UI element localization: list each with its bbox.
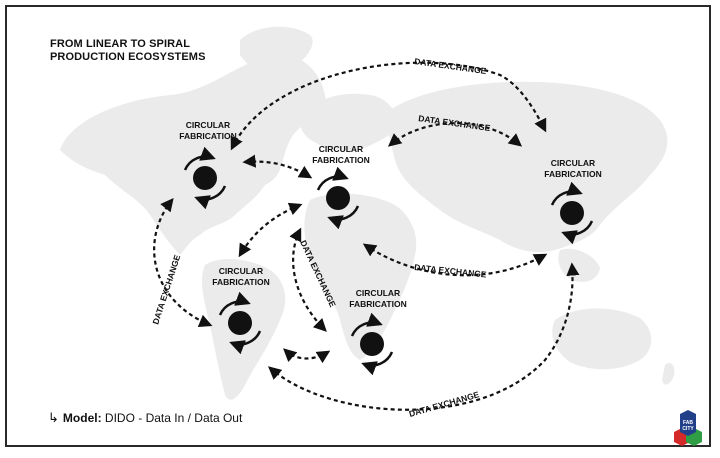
arc-top [230, 61, 547, 151]
node-label-line1: CIRCULAR [318, 144, 364, 154]
arc-europe-asia [387, 122, 523, 147]
arc-na-europe [242, 154, 313, 179]
edge-label-top: DATA EXCHANGE [414, 56, 488, 76]
arc-southamerica-africa [283, 348, 331, 364]
southeast-asia-landmass [558, 248, 600, 282]
node-label-line1: CIRCULAR [355, 288, 401, 298]
diagram-title: FROM LINEAR TO SPIRAL PRODUCTION ECOSYST… [50, 38, 206, 64]
title-line-2: PRODUCTION ECOSYSTEMS [50, 51, 206, 63]
arc-europe-southamerica [238, 202, 303, 258]
node-label-south-america: CIRCULAR FABRICATION [196, 266, 286, 288]
node-label-line2: FABRICATION [544, 169, 602, 179]
node-asia-icon [550, 181, 594, 245]
model-prefix: Model: [62, 411, 102, 425]
edge-label-bottom: DATA EXCHANGE [408, 389, 481, 419]
node-label-line1: CIRCULAR [218, 266, 264, 276]
node-label-north-america: CIRCULAR FABRICATION [163, 120, 253, 142]
node-label-asia: CIRCULAR FABRICATION [528, 158, 618, 180]
node-label-line1: CIRCULAR [550, 158, 596, 168]
node-label-line1: CIRCULAR [185, 120, 231, 130]
model-caption: ↳ Model: DIDO - Data In / Data Out [48, 410, 242, 426]
logo-text-line1: FAB [683, 420, 693, 426]
fab-city-logo: FAB CITY [674, 410, 702, 446]
australia-landmass [552, 308, 652, 370]
node-label-line2: FABRICATION [179, 131, 237, 141]
arc-bottom [268, 262, 580, 411]
node-north-america-icon [183, 146, 227, 210]
node-africa-icon [350, 312, 394, 376]
arc-americas [153, 197, 213, 328]
logo-text-line2: CITY [682, 426, 694, 432]
connection-arcs [153, 61, 580, 411]
node-label-line2: FABRICATION [212, 277, 270, 287]
logo-blue-hex [680, 410, 696, 436]
edge-label-europe-asia-lower: DATA EXCHANGE [414, 262, 488, 280]
node-label-africa: CIRCULAR FABRICATION [333, 288, 423, 310]
node-europe-icon [316, 166, 360, 230]
node-south-america-icon [218, 291, 262, 355]
node-label-line2: FABRICATION [349, 299, 407, 309]
uk-landmass [300, 100, 312, 117]
return-arrow-icon: ↳ [48, 410, 59, 425]
new-zealand-landmass [662, 363, 675, 385]
node-label-line2: FABRICATION [312, 155, 370, 165]
node-label-europe: CIRCULAR FABRICATION [296, 144, 386, 166]
model-text: DIDO - Data In / Data Out [104, 411, 243, 425]
greenland-landmass [240, 26, 313, 77]
north-america-landmass [60, 54, 326, 255]
title-line-1: FROM LINEAR TO SPIRAL [50, 38, 191, 50]
